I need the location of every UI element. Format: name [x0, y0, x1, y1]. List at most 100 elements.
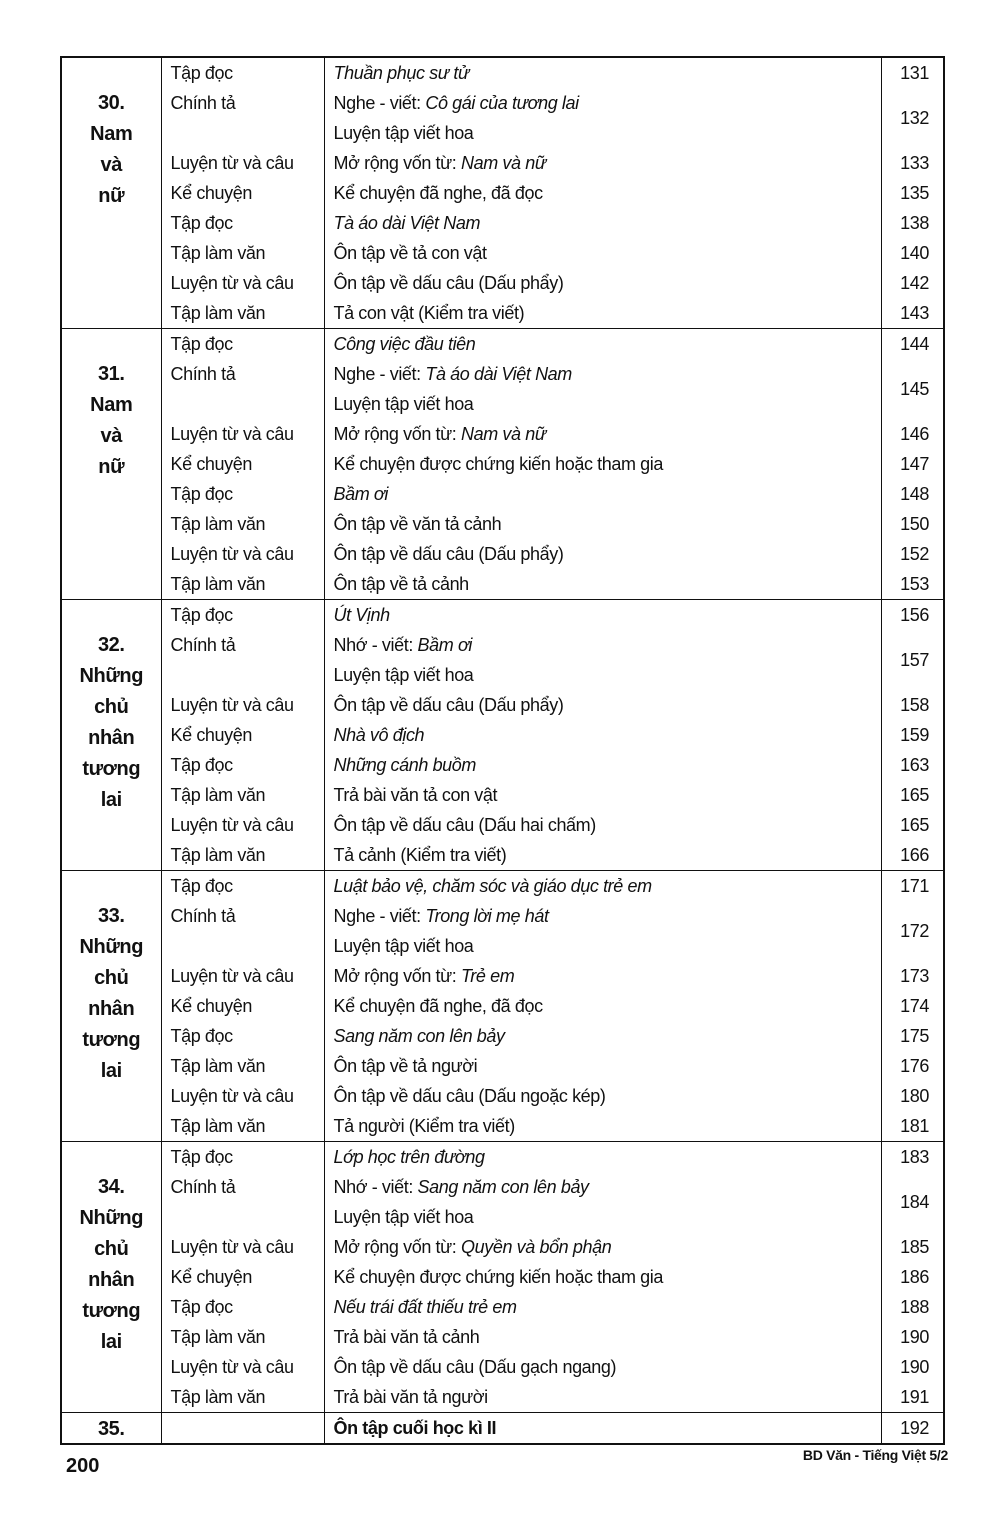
lesson-title: Lớp học trên đường — [324, 1141, 882, 1172]
lesson-title: Công việc đầu tiên — [324, 328, 882, 359]
table-row: 32. Những chủ nhân tương lai Tập đọc Út Vịnh 156 — [61, 599, 944, 871]
book-title: BD Văn - Tiếng Việt 5/2 — [802, 1447, 948, 1463]
lesson-title: Trả bài văn tả con vật — [324, 780, 882, 810]
lesson-subject: Tập đọc — [161, 870, 325, 901]
week-theme-line: tương — [82, 758, 141, 780]
title-italic: Trẻ em — [461, 966, 515, 986]
table-row: Luyện từ và câu Ôn tập về dấu câu (Dấu ph… — [61, 539, 944, 569]
page-ref: 183 — [881, 1141, 944, 1172]
week-cell: 31. Nam và nữ — [61, 328, 162, 600]
title-text: Tả người (Kiểm tra viết) — [333, 1116, 516, 1136]
table-row: Tập đọc Những cánh buồm 163 — [61, 750, 944, 780]
lesson-subject: Luyện từ và câu — [161, 1232, 325, 1262]
lesson-title: Mở rộng vốn từ: Trẻ em — [324, 961, 882, 991]
table-row: Kể chuyện Kể chuyện đã nghe, đã đọc 174 — [61, 991, 944, 1021]
title-text: Trả bài văn tả con vật — [333, 785, 498, 805]
week-number: 30. — [97, 92, 125, 114]
lesson-subject: Tập đọc — [161, 1141, 325, 1172]
page-ref: 192 — [881, 1412, 944, 1444]
lesson-subject: Kể chuyện — [161, 720, 325, 750]
lesson-subject: Tập đọc — [161, 1021, 325, 1051]
lesson-title: Út Vịnh — [324, 599, 882, 630]
page-ref: 173 — [900, 966, 929, 986]
page-ref: 140 — [900, 243, 929, 263]
table-of-contents: 30. Nam và nữ Tập đọc Thuần phục sư tử 131 Chín… — [60, 56, 945, 1445]
table-row: Luyện tập viết hoa — [61, 931, 944, 961]
page-ref: 133 — [900, 153, 929, 173]
lesson-subject: Tập làm văn — [161, 1322, 325, 1352]
lesson-title: Trả bài văn tả người — [324, 1382, 882, 1413]
page-ref: 190 — [900, 1357, 929, 1377]
lesson-title: Mở rộng vốn từ: Nam và nữ — [324, 148, 882, 178]
lesson-subject: Tập làm văn — [161, 238, 325, 268]
title-text: Ôn tập về tả cảnh — [333, 574, 470, 594]
week-theme-line: chủ — [94, 696, 129, 718]
title-italic: Bầm ơi — [333, 484, 389, 504]
page-ref: 171 — [881, 870, 944, 901]
page-ref: 146 — [900, 424, 929, 444]
lesson-title: Mở rộng vốn từ: Quyền và bổn phận — [324, 1232, 882, 1262]
lesson-title: Nếu trái đất thiếu trẻ em — [324, 1292, 882, 1322]
title-italic: Sang năm con lên bảy — [333, 1026, 506, 1046]
lesson-subject: Kể chuyện — [161, 991, 325, 1021]
table-row: Luyện tập viết hoa — [61, 389, 944, 419]
lesson-title: Ôn tập về dấu câu (Dấu phẩy) — [324, 539, 882, 569]
lesson-subject: Tập đọc — [161, 328, 325, 359]
lesson-title: Tả người (Kiểm tra viết) — [324, 1111, 882, 1142]
title-text: Nghe - viết: — [333, 906, 426, 926]
week-theme-line: nhân — [88, 727, 135, 749]
title-text: Ôn tập về tả con vật — [333, 243, 488, 263]
week-theme-line: lai — [100, 789, 122, 811]
lesson-subject: Luyện từ và câu — [161, 961, 325, 991]
lesson-title: Luyện tập viết hoa — [324, 118, 882, 148]
page-ref: 150 — [900, 514, 929, 534]
title-text: Kể chuyện được chứng kiến hoặc tham gia — [333, 454, 664, 474]
table-row: 31. Nam và nữ Tập đọc Công việc đầu tiên 144 — [61, 328, 944, 600]
page-ref: 172 — [900, 921, 929, 941]
week-theme-line: và — [100, 154, 123, 176]
title-text: Mở rộng vốn từ: — [333, 966, 462, 986]
table-row: Kể chuyện Kể chuyện được chứng kiến hoặc … — [61, 449, 944, 479]
table-row: Tập đọc Tà áo dài Việt Nam 138 — [61, 208, 944, 238]
page-ref: 158 — [900, 695, 929, 715]
lesson-title: Những cánh buồm — [324, 750, 882, 780]
table-row: Luyện từ và câu Mở rộng vốn từ: Trẻ em 173 — [61, 961, 944, 991]
lesson-subject: Chính tả — [161, 901, 325, 931]
page-ref: 143 — [900, 303, 929, 323]
lesson-subject: Luyện từ và câu — [161, 1081, 325, 1111]
page-ref: 190 — [900, 1327, 929, 1347]
lesson-subject: Luyện từ và câu — [161, 148, 325, 178]
lesson-title: Ôn tập về dấu câu (Dấu phẩy) — [324, 690, 882, 720]
title-text: Kể chuyện đã nghe, đã đọc — [333, 996, 544, 1016]
lesson-title: Kể chuyện đã nghe, đã đọc — [324, 178, 882, 208]
lesson-subject: Chính tả — [161, 359, 325, 389]
week-theme-line: tương — [82, 1300, 141, 1322]
page-ref: 135 — [900, 183, 929, 203]
week-number: 35. — [97, 1418, 125, 1440]
title-bold: Ôn tập cuối học kì II — [333, 1418, 497, 1438]
lesson-title: Kể chuyện được chứng kiến hoặc tham gia — [324, 1262, 882, 1292]
page-ref: 138 — [900, 213, 929, 233]
week-theme-line: nữ — [98, 185, 125, 207]
lesson-title: Luyện tập viết hoa — [324, 389, 882, 419]
lesson-title: Tà áo dài Việt Nam — [324, 208, 882, 238]
title-text: Luyện tập viết hoa — [333, 665, 474, 685]
week-theme-line: lai — [100, 1060, 122, 1082]
page-ref: 174 — [900, 996, 929, 1016]
title-italic: Cô gái của tương lai — [425, 93, 579, 113]
table-row: Luyện từ và câu Mở rộng vốn từ: Quyền và … — [61, 1232, 944, 1262]
page-ref: 131 — [881, 56, 944, 88]
table-row: Tập đọc Sang năm con lên bảy 175 — [61, 1021, 944, 1051]
table-row: Tập làm văn Ôn tập về tả con vật 140 — [61, 238, 944, 268]
table-row: Tập làm văn Tả cảnh (Kiểm tra viết) 166 — [61, 840, 944, 871]
table-row: Kể chuyện Kể chuyện đã nghe, đã đọc 135 — [61, 178, 944, 208]
lesson-title: Luyện tập viết hoa — [324, 931, 882, 961]
page-ref: 142 — [900, 273, 929, 293]
title-text: Mở rộng vốn từ: — [333, 1237, 462, 1257]
lesson-subject: Tập đọc — [161, 750, 325, 780]
table-row: 30. Nam và nữ Tập đọc Thuần phục sư tử 131 — [61, 56, 944, 329]
week-theme-line: Những — [79, 665, 144, 687]
page-ref: 144 — [881, 328, 944, 359]
title-text: Kể chuyện được chứng kiến hoặc tham gia — [333, 1267, 664, 1287]
title-text: Nghe - viết: — [333, 93, 426, 113]
